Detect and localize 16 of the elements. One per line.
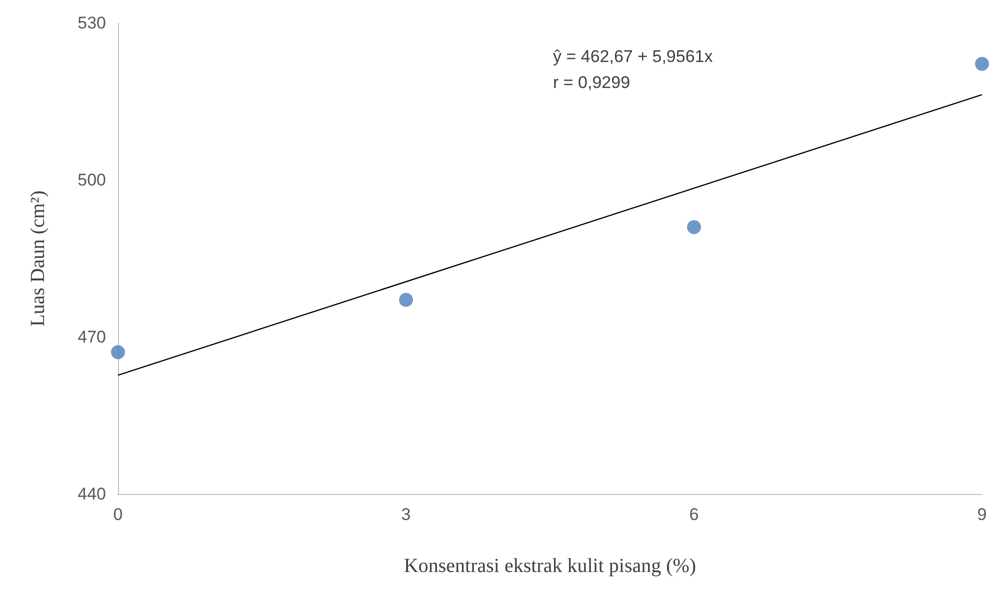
- point: [399, 292, 413, 307]
- y-tick-label: 530: [78, 14, 106, 32]
- annotation: r = 0,9299: [553, 73, 630, 92]
- x-tick-label: 0: [113, 505, 123, 524]
- point: [111, 345, 125, 360]
- y-tick-label: 470: [78, 328, 106, 346]
- y-axis-title: Luas Daun (cm²): [27, 190, 49, 326]
- y-tick-label: 440: [78, 484, 106, 504]
- point: [975, 56, 989, 71]
- x-tick-label: 6: [689, 505, 699, 524]
- y-tick-label: 500: [78, 170, 106, 190]
- x-tick-label: 9: [977, 505, 987, 524]
- point: [687, 220, 701, 234]
- annotation: ŷ = 462,67 + 5,9561x: [552, 47, 714, 66]
- x-tick-label: 3: [401, 505, 411, 524]
- x-axis-title: Konsentrasi ekstrak kulit pisang (%): [404, 555, 696, 577]
